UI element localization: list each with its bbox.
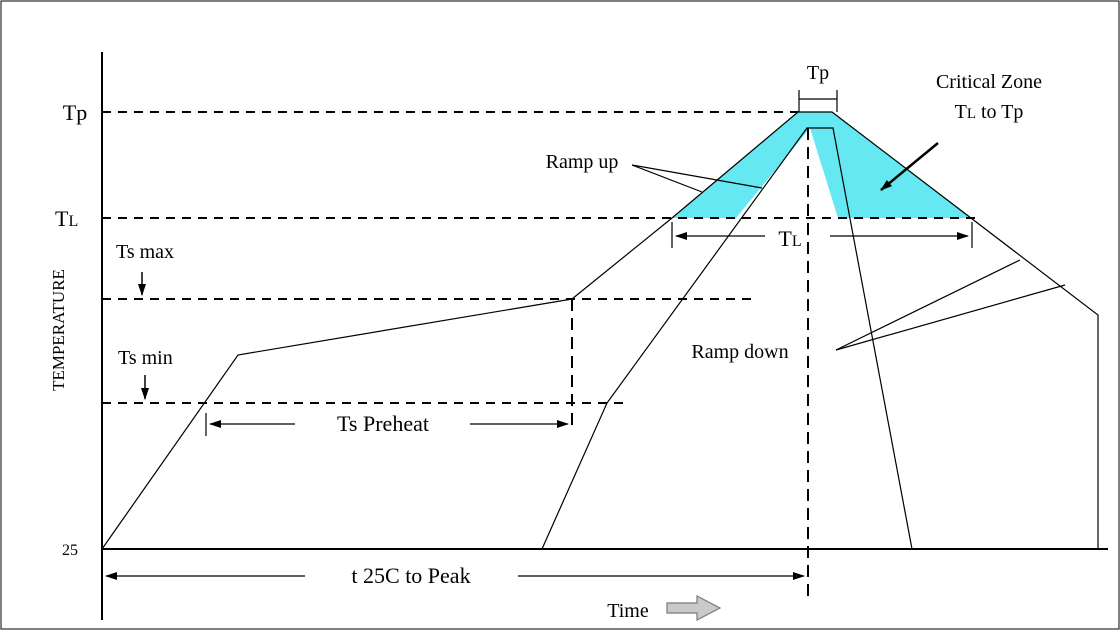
critical-zone-pointer: [880, 142, 939, 191]
fast-ramp-curve: [541, 127, 913, 550]
ramp-down-label: Ramp down: [691, 341, 788, 363]
profile-curve: [101, 111, 1099, 550]
ramp-up-pointer-1: [631, 164, 703, 193]
critical-zone-inner-gap: [736, 128, 838, 218]
ts-max-label: Ts max: [116, 241, 174, 263]
t25-to-peak-label: t 25C to Peak: [351, 563, 470, 588]
critical-zone-fill: [672, 112, 972, 218]
critical-zone-label-line1: Critical Zone: [936, 71, 1042, 93]
ramp-up-pointer-2: [631, 164, 763, 189]
time-arrow-icon: [666, 595, 722, 621]
ramp-down-pointer-2: [835, 284, 1066, 351]
ts-preheat-label: Ts Preheat: [337, 411, 429, 436]
critical-zone-label-line2: TL to Tp: [955, 101, 1024, 123]
base-temperature-label: 25: [62, 542, 78, 559]
ramp-up-label: Ramp up: [546, 151, 619, 173]
tp-level-label: Tp: [63, 100, 87, 125]
x-axis-title: Time: [607, 600, 649, 622]
ramp-down-pointer-1: [835, 259, 1021, 351]
y-axis-title: TEMPERATURE: [49, 269, 68, 391]
ts-min-label: Ts min: [118, 347, 173, 369]
tl-duration-label: TL: [778, 226, 801, 251]
tp-duration-label: Tp: [807, 62, 829, 84]
tl-level-label: TL: [55, 206, 78, 231]
